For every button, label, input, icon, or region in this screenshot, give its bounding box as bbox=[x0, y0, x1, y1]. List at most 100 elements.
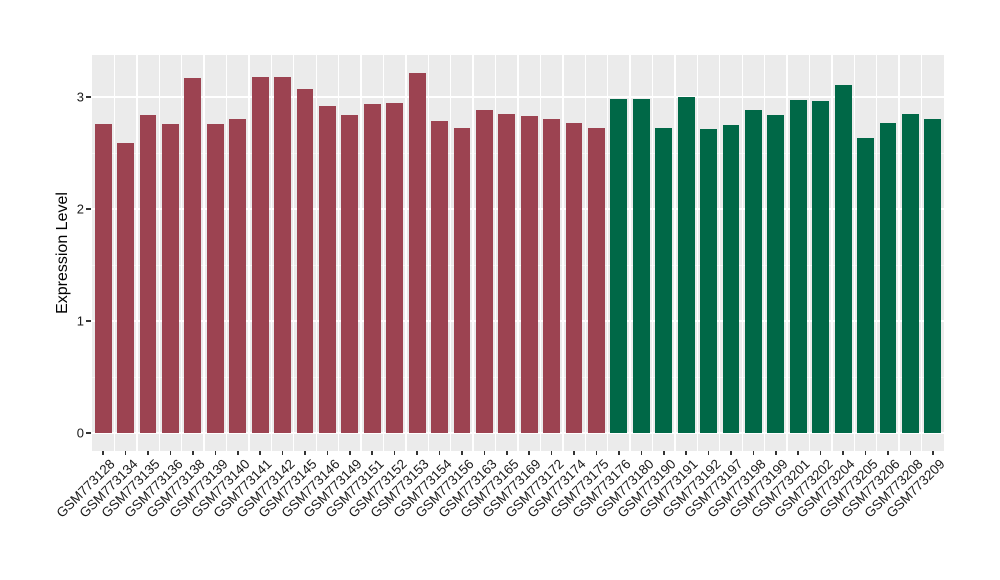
x-axis-tick bbox=[416, 451, 418, 455]
y-tick-label: 1 bbox=[76, 313, 84, 329]
x-axis-tick bbox=[304, 451, 306, 455]
v-gridline bbox=[472, 55, 474, 451]
x-axis-tick bbox=[775, 451, 777, 455]
v-gridline bbox=[898, 55, 900, 451]
v-gridline bbox=[853, 55, 855, 451]
y-axis-tick bbox=[86, 96, 91, 98]
v-gridline bbox=[562, 55, 564, 451]
y-tick-label: 2 bbox=[76, 201, 84, 217]
v-gridline bbox=[831, 55, 833, 451]
bar bbox=[745, 110, 762, 433]
v-gridline bbox=[786, 55, 788, 451]
v-gridline bbox=[337, 55, 340, 451]
x-axis-tick bbox=[169, 451, 172, 455]
v-gridline bbox=[674, 55, 676, 451]
x-axis-tick bbox=[259, 451, 261, 455]
plot-panel bbox=[92, 55, 944, 451]
v-gridline bbox=[808, 55, 811, 451]
x-axis-tick bbox=[124, 451, 127, 455]
x-axis-tick bbox=[147, 451, 149, 455]
x-axis-tick bbox=[707, 451, 710, 455]
x-axis-tick bbox=[192, 451, 194, 455]
bar bbox=[94, 123, 112, 433]
x-axis-tick bbox=[864, 451, 867, 455]
v-gridline bbox=[248, 55, 250, 451]
v-gridline bbox=[584, 55, 586, 451]
bar bbox=[588, 128, 605, 433]
v-gridline bbox=[696, 55, 699, 451]
v-gridline bbox=[539, 55, 542, 451]
bar bbox=[789, 100, 807, 433]
x-axis-tick bbox=[326, 451, 329, 455]
bar bbox=[677, 97, 695, 433]
bar bbox=[543, 119, 561, 433]
y-axis-tick bbox=[86, 208, 91, 210]
bar bbox=[520, 116, 538, 433]
bar bbox=[431, 120, 448, 433]
v-gridline bbox=[360, 55, 362, 451]
y-axis-tick bbox=[86, 320, 91, 322]
bar bbox=[251, 76, 269, 433]
x-axis-tick bbox=[640, 451, 643, 455]
v-gridline bbox=[876, 55, 878, 451]
bar bbox=[296, 89, 314, 433]
v-gridline bbox=[606, 55, 609, 451]
x-axis-tick bbox=[819, 451, 822, 455]
x-axis-tick bbox=[102, 451, 104, 455]
bar bbox=[655, 128, 673, 433]
x-axis-tick bbox=[797, 451, 800, 455]
x-axis-tick bbox=[573, 451, 575, 455]
bar bbox=[139, 114, 157, 433]
x-axis-tick bbox=[461, 451, 463, 455]
x-axis-tick bbox=[550, 451, 553, 455]
bar bbox=[363, 103, 381, 433]
v-gridline bbox=[158, 55, 160, 451]
x-axis-tick bbox=[505, 451, 508, 455]
v-gridline bbox=[315, 55, 317, 451]
v-gridline bbox=[719, 55, 721, 451]
x-axis-tick bbox=[662, 451, 665, 455]
bar bbox=[386, 102, 404, 433]
bar bbox=[834, 84, 852, 433]
bar bbox=[700, 129, 717, 433]
v-gridline bbox=[427, 55, 429, 451]
v-gridline bbox=[651, 55, 654, 451]
x-axis-tick bbox=[685, 451, 687, 455]
v-gridline bbox=[920, 55, 923, 451]
v-gridline bbox=[293, 55, 295, 451]
x-axis-tick bbox=[752, 451, 755, 455]
bar bbox=[767, 114, 785, 433]
bar bbox=[274, 76, 291, 433]
v-gridline bbox=[270, 55, 273, 451]
x-axis-tick bbox=[236, 451, 239, 455]
v-gridline bbox=[763, 55, 766, 451]
x-axis-tick bbox=[393, 451, 396, 455]
bar bbox=[879, 122, 897, 433]
y-tick-label: 3 bbox=[76, 89, 84, 105]
x-axis-tick bbox=[931, 451, 934, 455]
v-gridline bbox=[494, 55, 497, 451]
x-axis-tick bbox=[528, 451, 530, 455]
v-gridline bbox=[225, 55, 228, 451]
x-axis-tick bbox=[214, 451, 217, 455]
x-axis-tick bbox=[281, 451, 284, 455]
bar bbox=[812, 101, 830, 433]
bar bbox=[498, 113, 516, 433]
v-gridline bbox=[405, 55, 407, 451]
bar bbox=[453, 128, 471, 433]
bar bbox=[475, 110, 493, 433]
bar bbox=[408, 73, 426, 433]
x-axis-tick bbox=[595, 451, 598, 455]
v-gridline bbox=[203, 55, 205, 451]
x-axis-tick bbox=[730, 451, 732, 455]
v-gridline bbox=[382, 55, 385, 451]
bar bbox=[632, 99, 650, 433]
y-axis-tick bbox=[86, 432, 91, 434]
bar bbox=[722, 125, 740, 433]
v-gridline bbox=[741, 55, 743, 451]
x-axis-tick bbox=[842, 451, 844, 455]
x-axis-tick bbox=[483, 451, 486, 455]
bar bbox=[184, 77, 202, 433]
v-gridline bbox=[450, 55, 452, 451]
